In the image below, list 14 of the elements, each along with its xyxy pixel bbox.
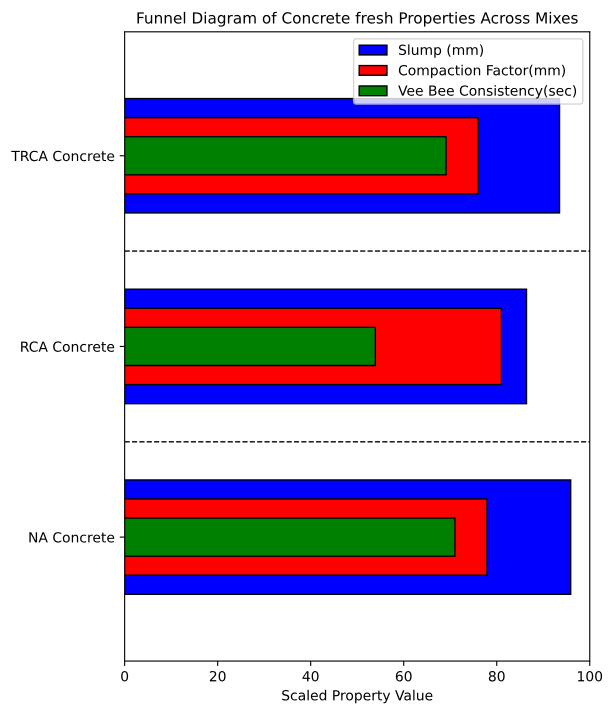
y-tick-label: NA Concrete — [29, 532, 114, 543]
x-tick-label: 20 — [210, 671, 226, 682]
legend-label: Vee Bee Consistency(sec) — [398, 85, 576, 99]
x-tick-label: 80 — [488, 671, 505, 682]
chart-title: Funnel Diagram of Concrete fresh Properties Across Mixes — [137, 12, 578, 27]
y-tick-label: RCA Concrete — [21, 341, 114, 352]
x-tick-label: 60 — [396, 671, 412, 682]
x-tick-label: 100 — [578, 671, 602, 682]
legend-label: Compaction Factor(mm) — [398, 64, 565, 78]
x-tick-label: 0 — [121, 671, 128, 682]
legend-label: Slump (mm) — [398, 44, 483, 58]
x-tick-label: 40 — [302, 671, 319, 682]
x-axis-title: Scaled Property Value — [282, 690, 432, 704]
y-tick-label: TRCA Concrete — [11, 150, 114, 162]
